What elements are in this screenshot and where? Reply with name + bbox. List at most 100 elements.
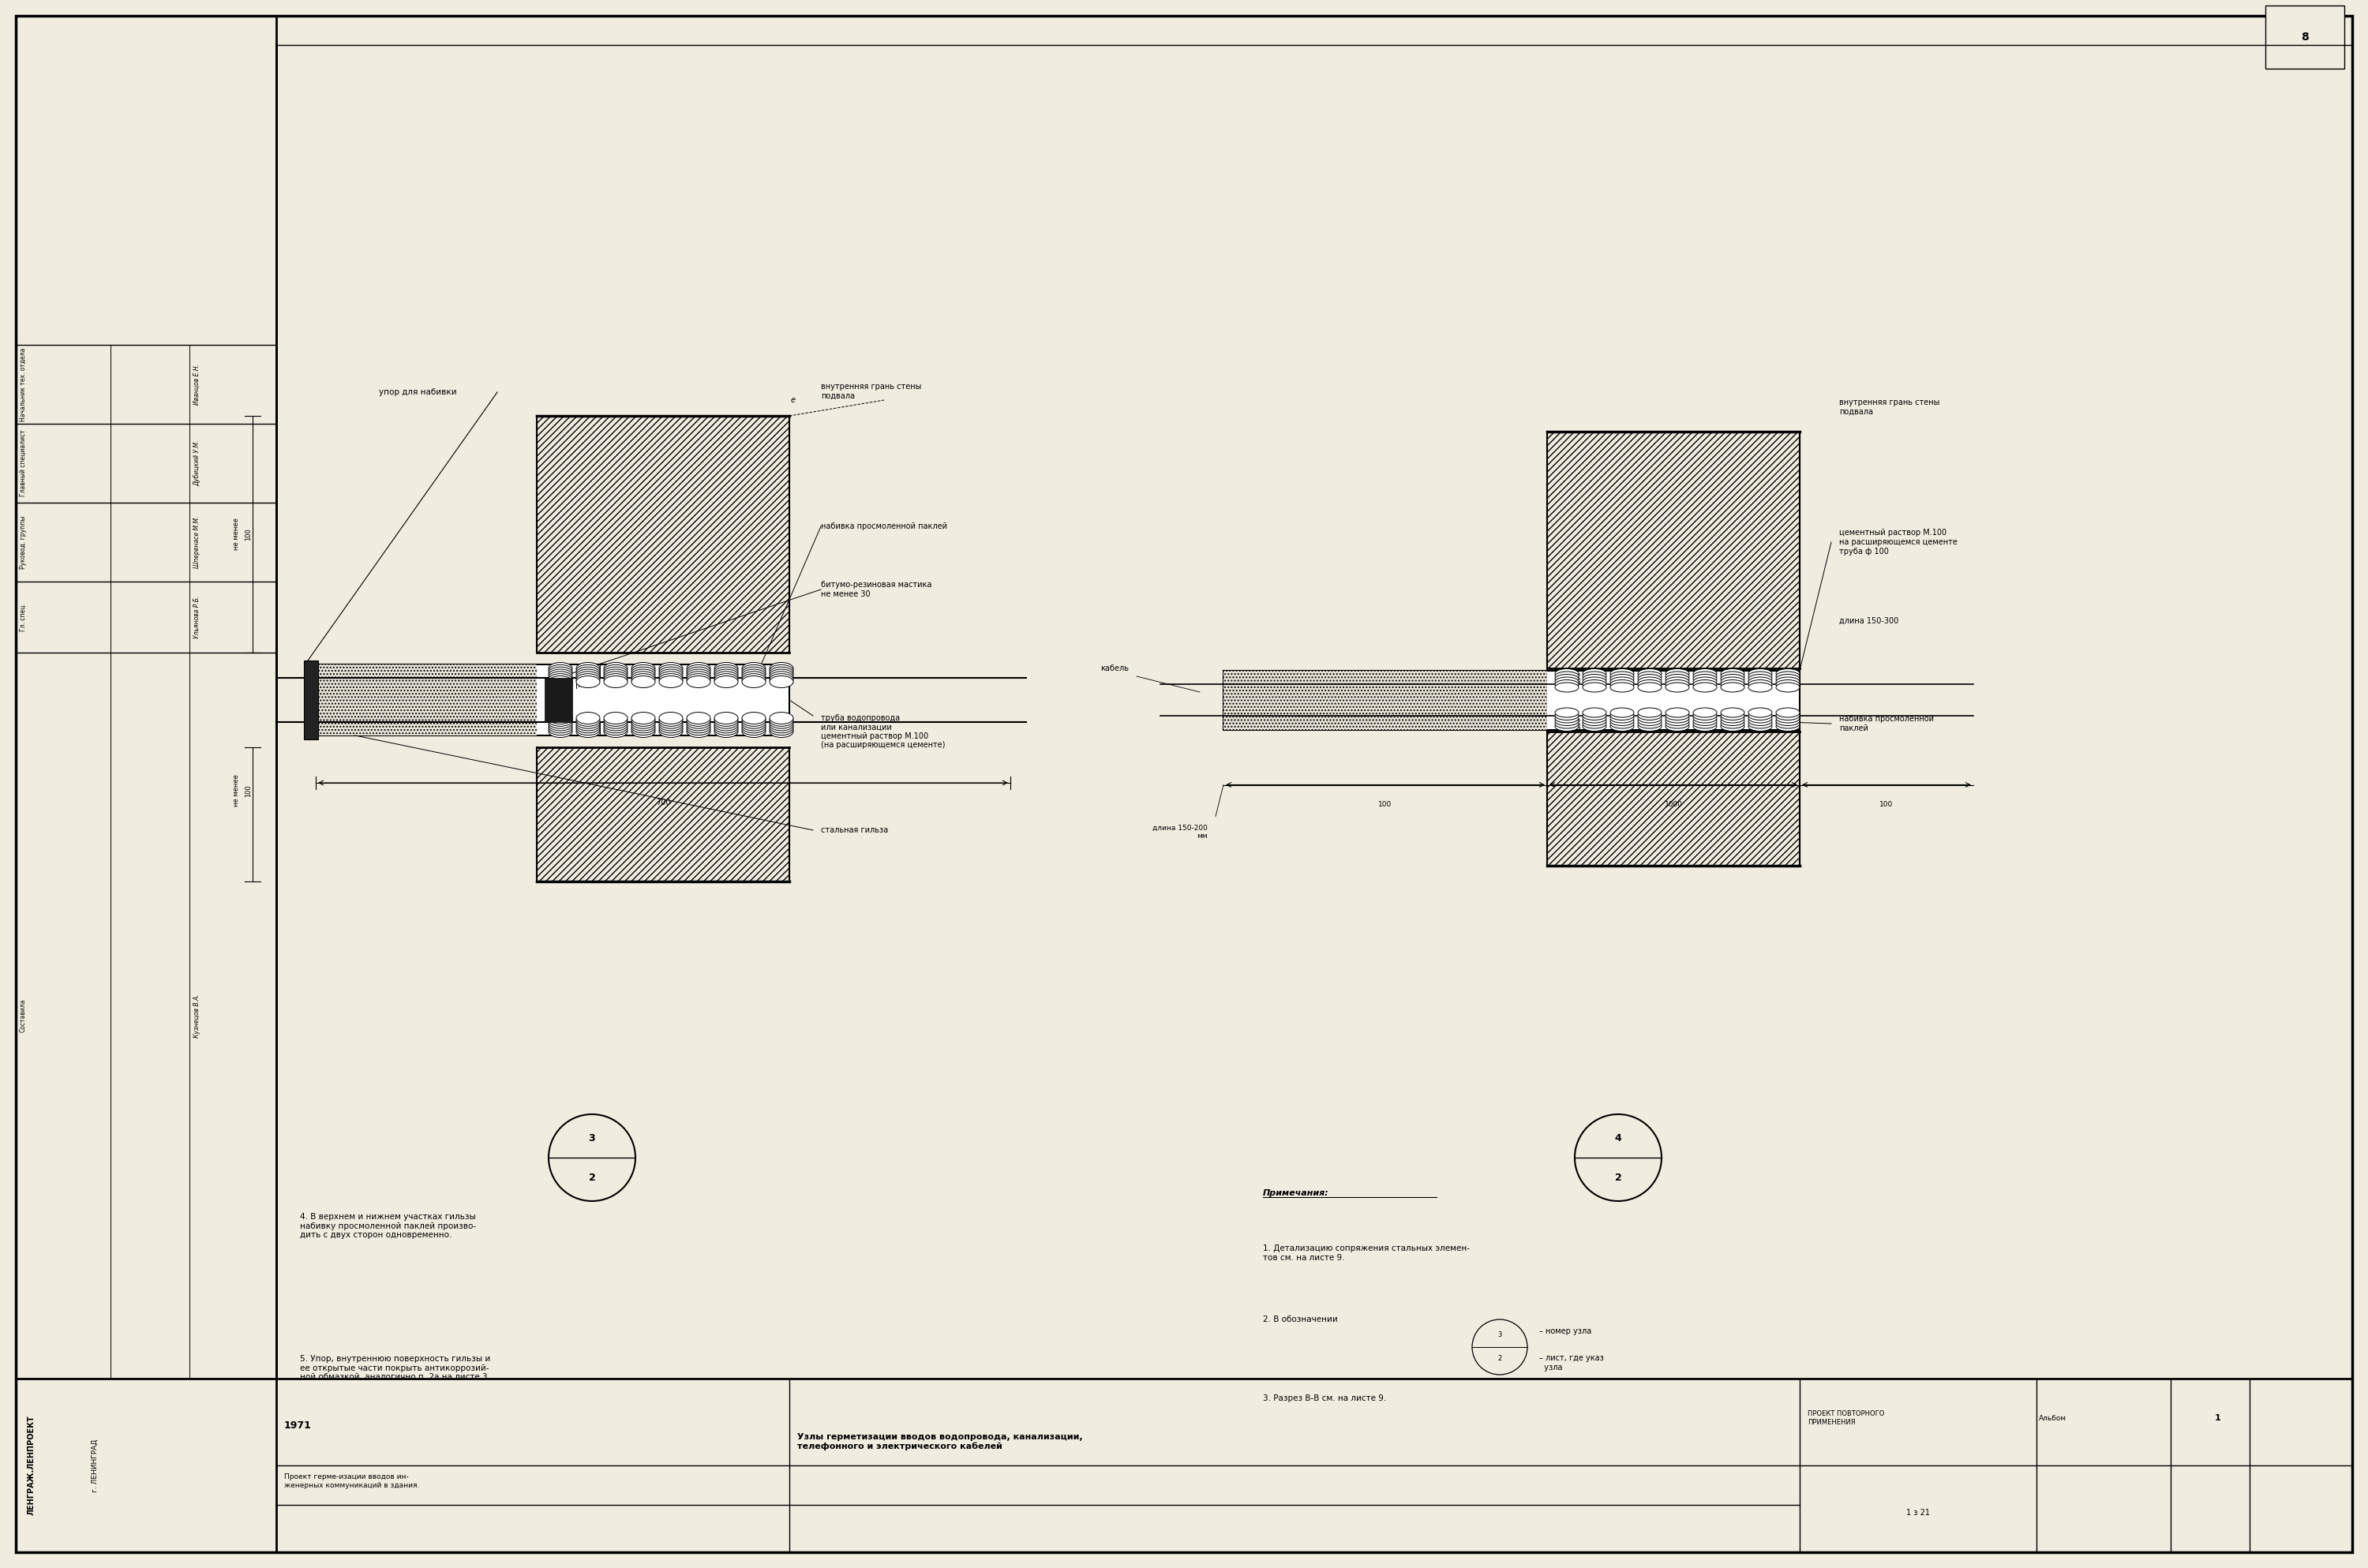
Ellipse shape (741, 723, 765, 735)
Ellipse shape (770, 670, 793, 681)
Ellipse shape (1722, 674, 1745, 684)
Text: 3. Разрез В-В см. на листе 9.: 3. Разрез В-В см. на листе 9. (1262, 1394, 1385, 1402)
Ellipse shape (575, 717, 599, 729)
Bar (1224, 671, 1546, 729)
Ellipse shape (1776, 677, 1800, 687)
Ellipse shape (1722, 682, 1745, 691)
Text: – лист, где указ
  узла: – лист, где указ узла (1539, 1355, 1603, 1372)
Ellipse shape (1693, 674, 1717, 684)
Text: внутренняя грань стены
подвала: внутренняя грань стены подвала (1840, 398, 1939, 416)
Ellipse shape (604, 665, 628, 676)
Text: труба водопровода
или канализации
цементный раствор М.100
(на расширяющемся цеме: труба водопровода или канализации цемент… (822, 713, 945, 750)
Text: 100: 100 (1880, 801, 1894, 808)
Ellipse shape (1610, 718, 1634, 729)
Ellipse shape (658, 718, 682, 731)
Text: 1971: 1971 (284, 1421, 313, 1432)
Ellipse shape (1693, 717, 1717, 726)
Ellipse shape (1722, 713, 1745, 723)
Ellipse shape (1693, 707, 1717, 717)
Ellipse shape (770, 723, 793, 735)
Ellipse shape (604, 715, 628, 726)
Text: Ульянова Р.Б.: Ульянова Р.Б. (194, 596, 201, 638)
Ellipse shape (1639, 682, 1662, 691)
Ellipse shape (1582, 707, 1606, 717)
Ellipse shape (575, 723, 599, 735)
Text: 3: 3 (1497, 1331, 1501, 1339)
Text: Гл. спец.: Гл. спец. (19, 604, 26, 632)
Text: 100: 100 (246, 784, 251, 797)
Ellipse shape (715, 665, 739, 676)
Ellipse shape (1610, 717, 1634, 726)
Ellipse shape (687, 670, 710, 681)
Ellipse shape (658, 662, 682, 674)
Ellipse shape (1748, 718, 1771, 729)
Ellipse shape (1776, 671, 1800, 681)
Ellipse shape (1665, 674, 1688, 684)
Ellipse shape (1665, 681, 1688, 690)
Ellipse shape (770, 712, 793, 724)
Text: упор для набивки: упор для набивки (379, 389, 457, 397)
Ellipse shape (575, 715, 599, 726)
Ellipse shape (1556, 670, 1579, 679)
Ellipse shape (715, 715, 739, 726)
Ellipse shape (632, 715, 656, 726)
Ellipse shape (1693, 670, 1717, 679)
Ellipse shape (658, 715, 682, 726)
Ellipse shape (549, 674, 573, 685)
Ellipse shape (741, 665, 765, 676)
Bar (538, 416, 789, 652)
Ellipse shape (1665, 670, 1688, 679)
Ellipse shape (1556, 707, 1579, 717)
Text: е: е (791, 397, 796, 405)
Ellipse shape (770, 671, 793, 684)
Ellipse shape (632, 718, 656, 731)
Ellipse shape (687, 666, 710, 679)
Ellipse shape (1556, 681, 1579, 690)
Ellipse shape (715, 726, 739, 737)
Ellipse shape (715, 721, 739, 732)
Ellipse shape (549, 662, 573, 674)
Ellipse shape (632, 670, 656, 681)
Ellipse shape (770, 717, 793, 729)
Ellipse shape (1665, 710, 1688, 720)
Ellipse shape (549, 726, 573, 737)
Ellipse shape (687, 674, 710, 685)
Text: 100: 100 (246, 528, 251, 541)
Ellipse shape (1693, 710, 1717, 720)
Ellipse shape (770, 726, 793, 737)
Text: 700: 700 (656, 798, 670, 806)
Text: г. ЛЕНИНГРАД: г. ЛЕНИНГРАД (90, 1439, 97, 1493)
Text: Начальник тех. отдела: Начальник тех. отдела (19, 348, 26, 422)
Bar (538, 748, 789, 881)
Ellipse shape (575, 718, 599, 731)
Ellipse shape (632, 666, 656, 679)
Ellipse shape (632, 665, 656, 676)
Ellipse shape (770, 674, 793, 685)
Ellipse shape (770, 666, 793, 679)
Ellipse shape (741, 666, 765, 679)
Ellipse shape (1610, 721, 1634, 731)
Ellipse shape (1722, 717, 1745, 726)
Ellipse shape (741, 674, 765, 685)
Text: Примечания:: Примечания: (1262, 1189, 1328, 1196)
Ellipse shape (604, 671, 628, 684)
Ellipse shape (549, 718, 573, 731)
Ellipse shape (741, 671, 765, 684)
Ellipse shape (604, 674, 628, 685)
Ellipse shape (687, 662, 710, 674)
Ellipse shape (687, 723, 710, 735)
Ellipse shape (1582, 717, 1606, 726)
Ellipse shape (1693, 721, 1717, 731)
Ellipse shape (1722, 710, 1745, 720)
Text: не менее: не менее (232, 775, 242, 808)
Ellipse shape (632, 662, 656, 674)
Ellipse shape (1693, 713, 1717, 723)
Ellipse shape (658, 726, 682, 737)
Ellipse shape (1639, 721, 1662, 731)
Ellipse shape (632, 721, 656, 732)
Text: 1. Детализацию сопряжения стальных элемен-
тов см. на листе 9.: 1. Детализацию сопряжения стальных элеме… (1262, 1245, 1471, 1262)
Ellipse shape (1776, 674, 1800, 684)
Ellipse shape (715, 718, 739, 731)
Ellipse shape (1610, 713, 1634, 723)
Ellipse shape (770, 662, 793, 674)
